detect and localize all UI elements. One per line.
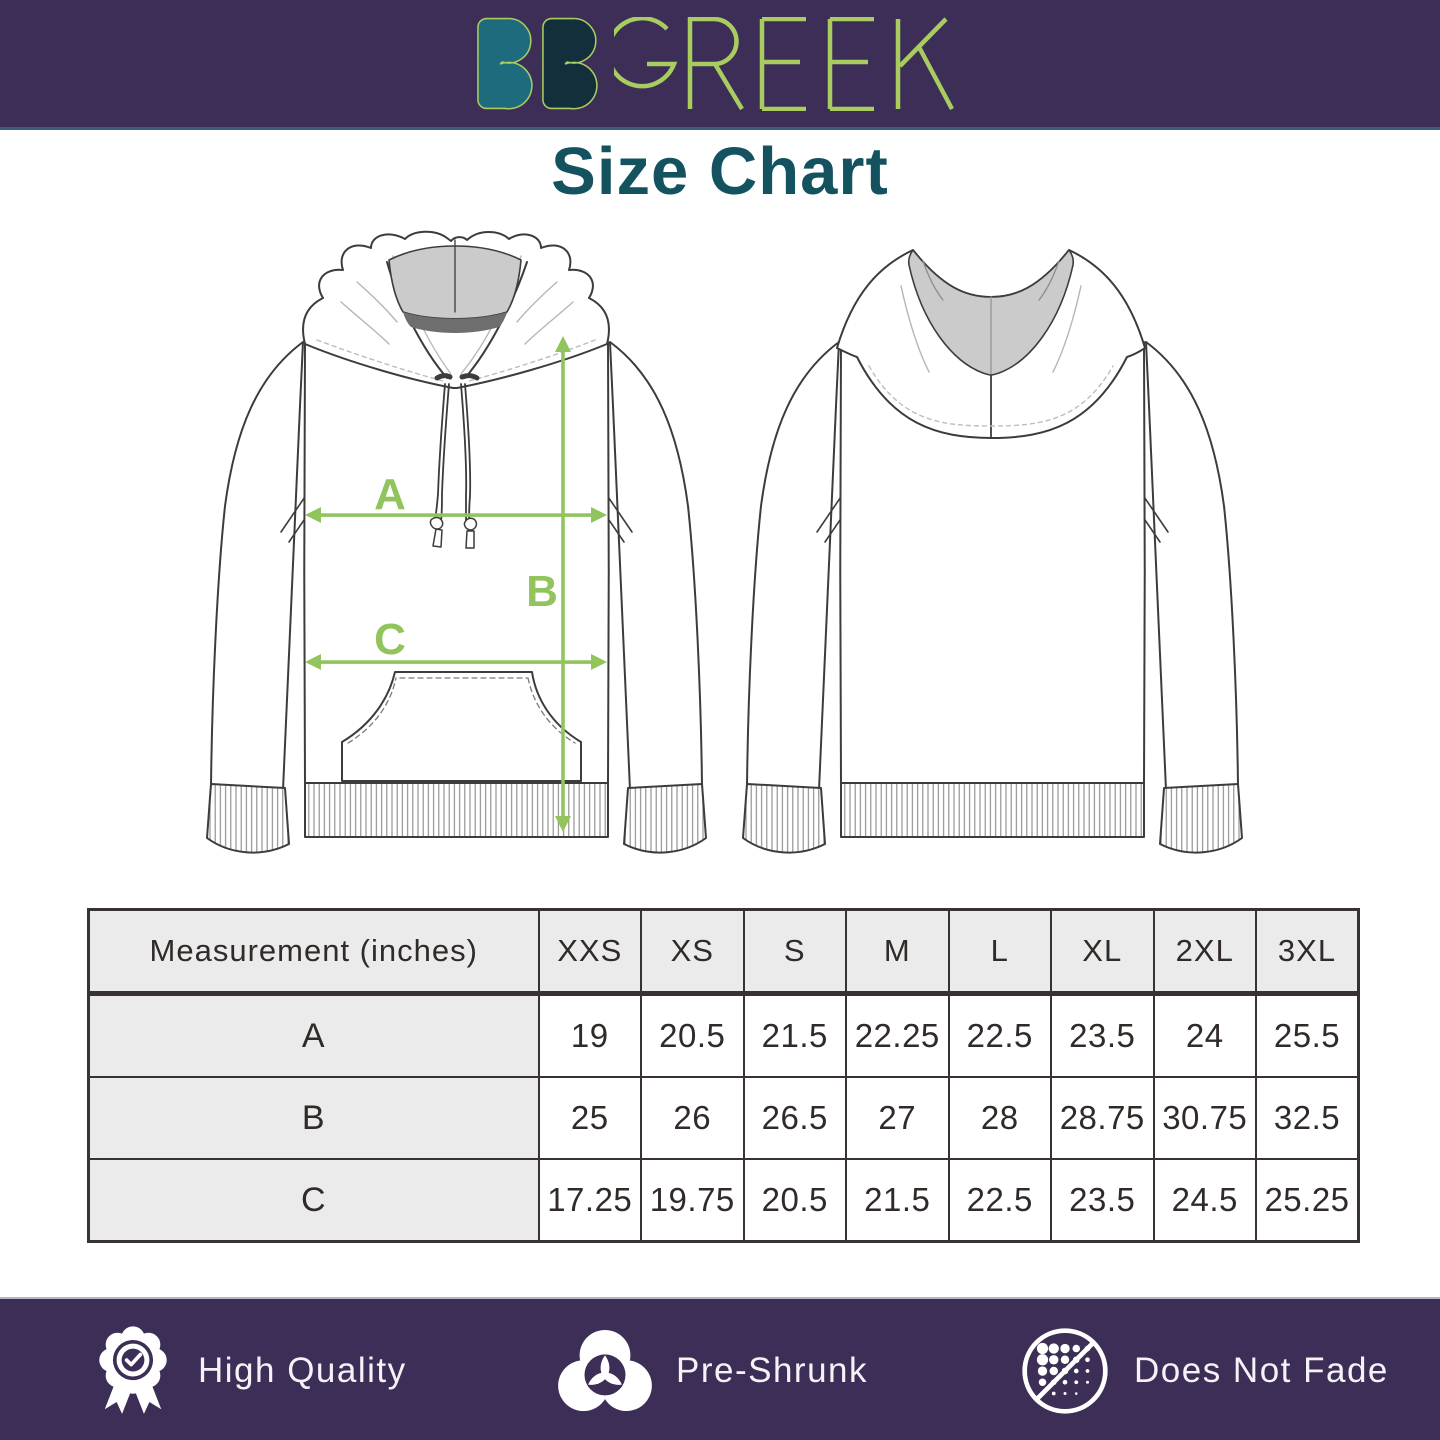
table-header-row: Measurement (inches) XXS XS S M L XL 2XL… — [87, 908, 1360, 996]
logo-b-teal-icon — [477, 17, 533, 110]
table-cell: 27 — [845, 1076, 950, 1160]
table-cell: 19.75 — [640, 1158, 745, 1243]
row-label-cell: B — [87, 1076, 540, 1160]
table-cell: 23.5 — [1050, 992, 1155, 1078]
table-cell: 22.5 — [947, 992, 1052, 1078]
award-ribbon-icon — [99, 1325, 167, 1414]
logo-wordmark-greek-icon — [614, 16, 954, 111]
table-cell: 19 — [537, 992, 642, 1078]
page-title: Size Chart — [551, 134, 889, 209]
table-cell: 21.5 — [845, 1158, 950, 1243]
feature-label: Pre-Shrunk — [676, 1350, 869, 1390]
table-cell: 25 — [537, 1076, 642, 1160]
measure-label-a: A — [374, 470, 406, 519]
hoodie-front-diagram: A B C — [206, 230, 707, 854]
table-header-cell: XL — [1050, 908, 1155, 996]
table-cell: 20.5 — [640, 992, 745, 1078]
table-cell: 30.75 — [1152, 1076, 1257, 1160]
header-bar — [0, 0, 1440, 130]
brand-logo — [476, 15, 964, 112]
table-cell: 26 — [640, 1076, 745, 1160]
trefoil-icon — [558, 1329, 652, 1411]
table-cell: 32.5 — [1255, 1076, 1360, 1160]
table-cell: 24 — [1152, 992, 1257, 1078]
footer-bar: High Quality Pre-Shrunk — [0, 1297, 1440, 1440]
table-row: B 25 26 26.5 27 28 28.75 30.75 32.5 — [87, 1076, 1360, 1160]
arrow-b — [561, 350, 565, 818]
table-cell: 24.5 — [1152, 1158, 1257, 1243]
measure-label-c: C — [374, 615, 406, 664]
table-cell: 21.5 — [742, 992, 847, 1078]
arrow-c — [317, 660, 595, 664]
table-header-cell: M — [845, 908, 950, 996]
logo-b-navy-icon — [542, 17, 598, 110]
row-label-cell: A — [87, 992, 540, 1078]
table-cell: 25.25 — [1255, 1158, 1360, 1243]
feature-label: Does Not Fade — [1134, 1350, 1389, 1390]
hoodie-back-diagram — [742, 249, 1243, 854]
table-row: A 19 20.5 21.5 22.25 22.5 23.5 24 25.5 — [87, 992, 1360, 1078]
feature-high-quality: High Quality — [92, 1299, 407, 1440]
size-table: Measurement (inches) XXS XS S M L XL 2XL… — [87, 908, 1360, 1243]
feature-does-not-fade: Does Not Fade — [1020, 1299, 1389, 1440]
no-fade-dots-icon — [1022, 1327, 1108, 1414]
table-header-cell: XS — [640, 908, 745, 996]
table-cell: 28.75 — [1050, 1076, 1155, 1160]
table-cell: 25.5 — [1255, 992, 1360, 1078]
table-cell: 22.5 — [947, 1158, 1052, 1243]
table-header-cell: 3XL — [1255, 908, 1360, 996]
table-cell: 17.25 — [537, 1158, 642, 1243]
table-cell: 28 — [947, 1076, 1052, 1160]
table-header-cell: S — [742, 908, 847, 996]
table-header-cell: 2XL — [1152, 908, 1257, 996]
row-label-cell: C — [87, 1158, 540, 1243]
measurement-arrows: A B C — [305, 336, 607, 832]
table-cell: 23.5 — [1050, 1158, 1155, 1243]
table-cell: 22.25 — [845, 992, 950, 1078]
table-header-cell: Measurement (inches) — [87, 908, 540, 996]
feature-pre-shrunk: Pre-Shrunk — [558, 1299, 868, 1440]
feature-label: High Quality — [198, 1350, 407, 1390]
table-cell: 26.5 — [742, 1076, 847, 1160]
table-row: C 17.25 19.75 20.5 21.5 22.5 23.5 24.5 2… — [87, 1158, 1360, 1243]
table-header-cell: XXS — [537, 908, 642, 996]
table-header-cell: L — [947, 908, 1052, 996]
arrow-a — [317, 513, 595, 517]
measure-label-b: B — [526, 567, 558, 616]
table-cell: 20.5 — [742, 1158, 847, 1243]
